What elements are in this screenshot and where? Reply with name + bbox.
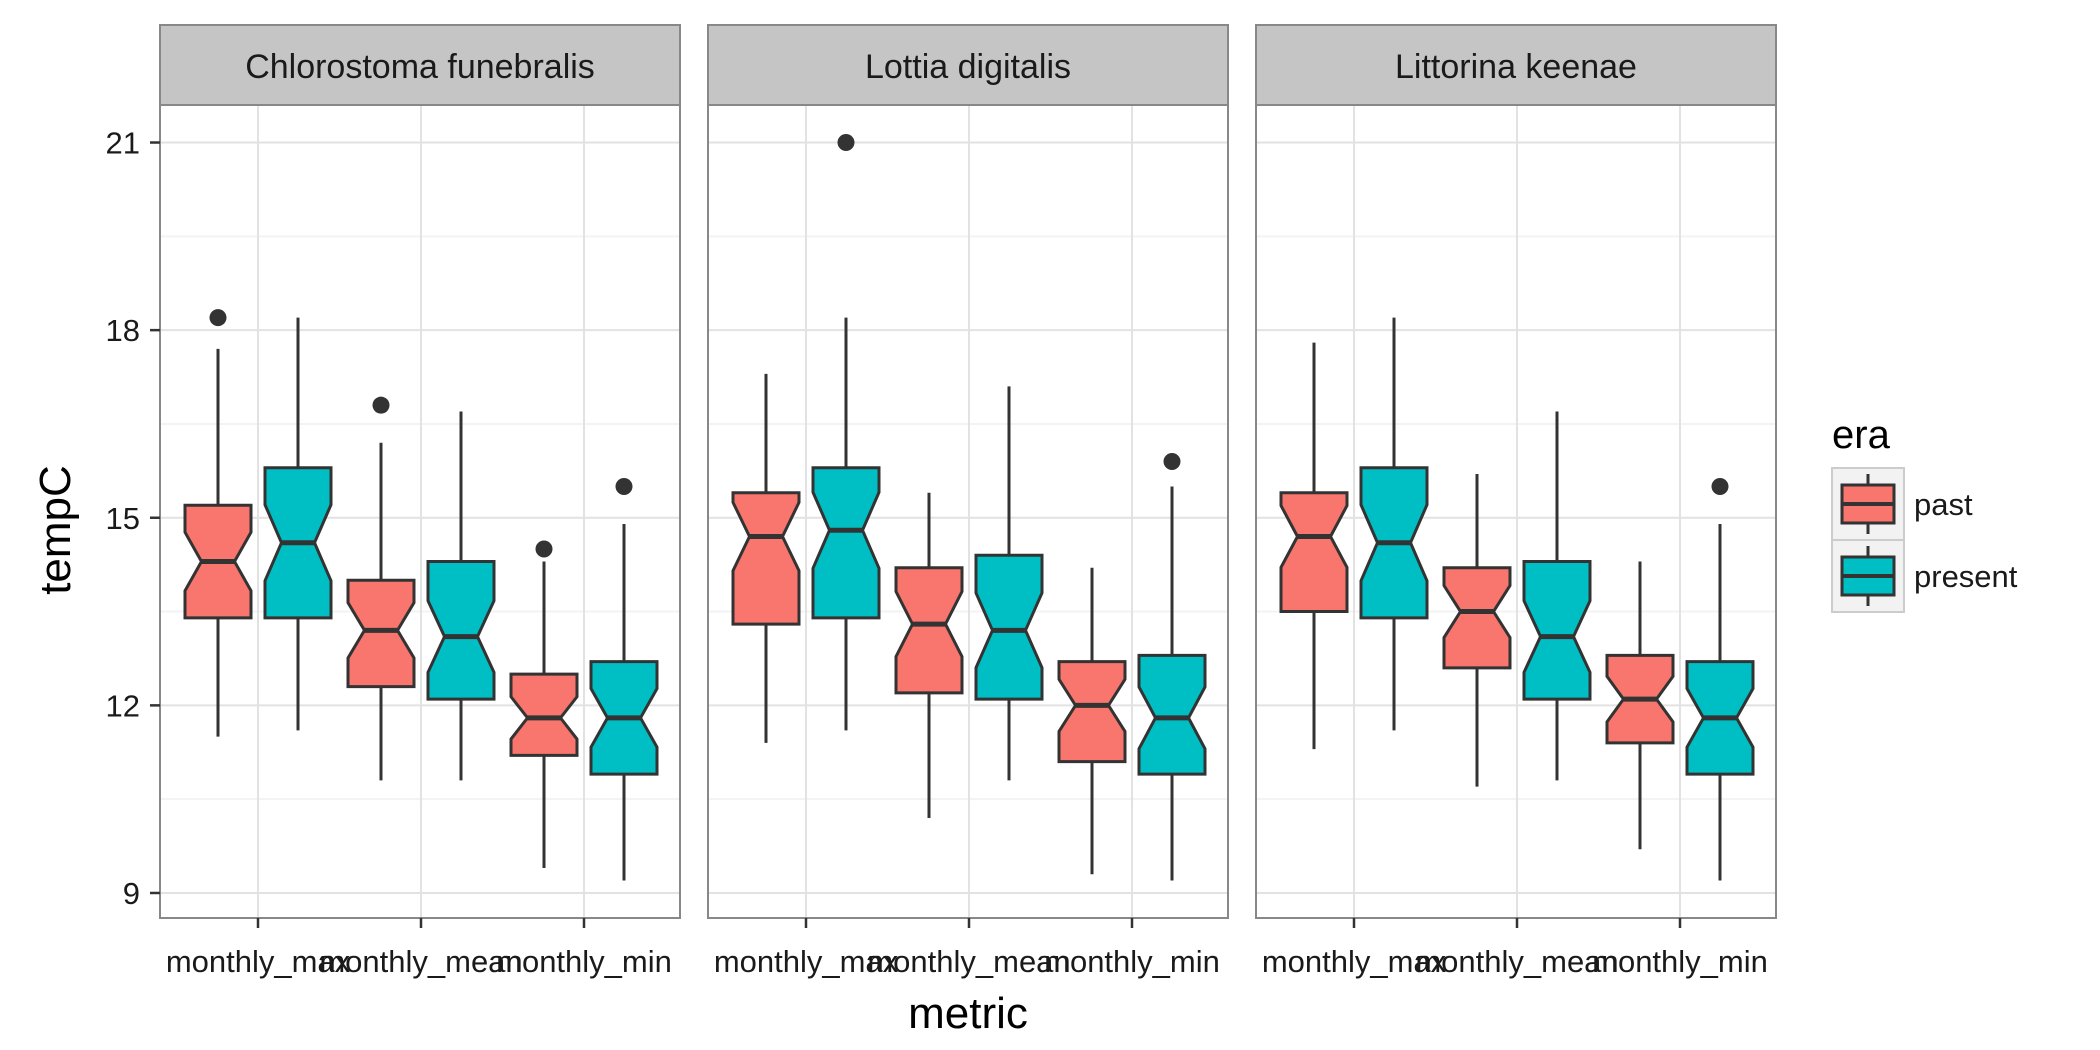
facet-panels: Chlorostoma funebralismonthly_maxmonthly… — [159, 24, 1777, 979]
box-body — [1279, 491, 1349, 614]
box-past — [509, 540, 579, 868]
outlier-point — [1163, 452, 1181, 470]
legend-entry-present: present — [1831, 539, 2018, 613]
box-past — [731, 373, 801, 743]
legend-label: present — [1914, 559, 2018, 594]
x-tick-label: monthly_min — [1044, 944, 1220, 979]
facet-panel: Chlorostoma funebralismonthly_maxmonthly… — [159, 24, 681, 979]
x-tick-label: monthly_mean — [1415, 944, 1618, 979]
box-present — [1359, 317, 1429, 731]
y-tick-label: 9 — [123, 876, 140, 911]
y-axis-title: tempC — [31, 465, 80, 595]
box-present — [1522, 411, 1592, 781]
facet-panel: Littorina keenae monthly_maxmonthly_meanm… — [1255, 24, 1777, 979]
box-body — [811, 466, 881, 620]
box-body — [894, 566, 964, 695]
x-tick-label: monthly_mean — [319, 944, 522, 979]
legend-entry-past: past — [1831, 467, 1973, 541]
box-present — [1685, 477, 1755, 881]
x-tick-label: monthly_min — [496, 944, 672, 979]
outlier-point — [1711, 477, 1729, 495]
box-present — [1137, 452, 1207, 881]
facet-title: Lottia digitalis — [865, 48, 1071, 86]
box-body — [1442, 566, 1512, 670]
box-past — [894, 492, 964, 818]
facet-strip — [159, 24, 681, 106]
facet-title: Littorina keenae — [1395, 48, 1637, 86]
x-tick-label: monthly_max — [714, 944, 899, 979]
facet-strip — [1255, 24, 1777, 106]
legend-title: era — [1832, 413, 1891, 457]
outlier-point — [837, 134, 855, 152]
x-tick-label: monthly_max — [1262, 944, 1447, 979]
outlier-point — [615, 477, 633, 495]
y-tick-label: 18 — [106, 313, 140, 348]
box-body — [1522, 560, 1592, 701]
box-body — [346, 578, 416, 689]
box-past — [183, 309, 253, 737]
box-body — [509, 672, 579, 757]
box-present — [426, 411, 496, 781]
facet-strip — [707, 24, 1229, 106]
outlier-point — [535, 540, 553, 558]
y-tick-label: 12 — [106, 688, 140, 723]
box-body — [426, 560, 496, 701]
box-body — [974, 553, 1044, 701]
box-body — [1137, 653, 1207, 776]
x-axis-title: metric — [908, 989, 1028, 1038]
box-present — [263, 317, 333, 731]
legend: era past present — [1831, 413, 2018, 613]
box-past — [346, 396, 416, 781]
box-body — [1057, 660, 1127, 764]
box-present — [811, 134, 881, 731]
box-past — [1057, 567, 1127, 875]
box-body — [731, 491, 801, 626]
outlier-point — [372, 396, 390, 414]
facet-panel: Lottia digitalis monthly_maxmonthly_meanm… — [707, 24, 1229, 979]
box-past — [1279, 342, 1349, 750]
facet-title: Chlorostoma funebralis — [245, 48, 595, 86]
box-past — [1605, 561, 1675, 850]
box-present — [589, 477, 659, 881]
outlier-point — [209, 309, 227, 327]
legend-label: past — [1914, 487, 1973, 522]
box-present — [974, 386, 1044, 781]
y-axis: 9 12 15 18 21 — [106, 126, 160, 911]
y-tick-label: 15 — [106, 501, 140, 536]
box-past — [1442, 473, 1512, 787]
x-tick-label: monthly_min — [1592, 944, 1768, 979]
x-tick-label: monthly_max — [166, 944, 351, 979]
x-tick-label: monthly_mean — [867, 944, 1070, 979]
y-tick-label: 21 — [106, 126, 140, 161]
